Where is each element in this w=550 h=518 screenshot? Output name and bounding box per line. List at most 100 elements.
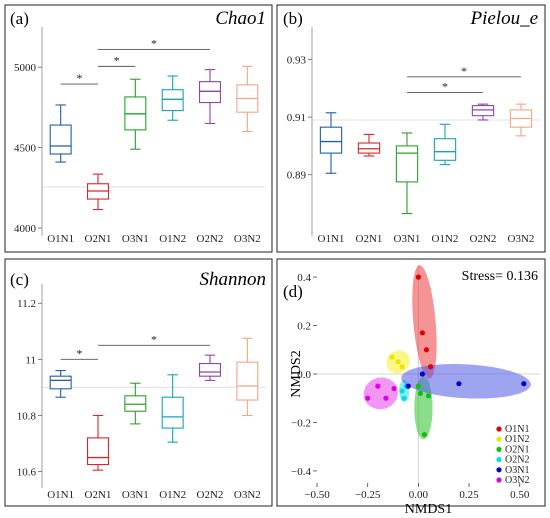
box-O3N1 <box>124 78 147 150</box>
legend-item-O1N2: O1N2 <box>496 434 529 445</box>
x-tick-label: −0.50 <box>304 489 330 501</box>
point-O1N2 <box>399 364 405 370</box>
box-O1N2 <box>161 75 184 121</box>
box-O2N2 <box>198 69 222 125</box>
box-O3N2 <box>236 337 259 417</box>
y-tick-label: 0.2 <box>297 321 311 333</box>
box-body <box>236 361 259 401</box>
box-O1N1 <box>49 370 72 398</box>
x-tick-label: O1N2 <box>432 233 459 245</box>
panel-frame <box>4 258 273 507</box>
legend-label: O1N2 <box>505 434 529 445</box>
x-tick-label: O3N1 <box>122 489 149 501</box>
box-body <box>198 363 222 377</box>
y-tick-label: 0.89 <box>287 170 307 182</box>
box-body <box>86 437 110 466</box>
box-O3N2 <box>236 65 259 133</box>
significance-marker: * <box>461 64 467 78</box>
point-O1N1 <box>419 330 426 336</box>
y-tick-label: −0.4 <box>291 466 311 478</box>
x-tick-label: 0.50 <box>510 489 530 501</box>
x-tick-label: O3N2 <box>234 489 261 501</box>
ellipse-O3N1 <box>401 363 531 399</box>
panel-frame <box>4 4 273 253</box>
box-body <box>49 124 72 155</box>
panel-label: (c) <box>10 270 29 289</box>
x-tick-label: O2N1 <box>356 233 383 245</box>
box-O2N1 <box>86 173 110 211</box>
y-tick-label: 10.8 <box>17 410 37 422</box>
x-tick-label: O1N2 <box>159 233 186 245</box>
x-tick-label: O1N2 <box>159 489 186 501</box>
panel-title: Chao1 <box>215 8 266 29</box>
point-O2N1 <box>415 383 421 389</box>
x-tick-label: O2N1 <box>85 489 112 501</box>
panel-title: Shannon <box>200 269 267 290</box>
box-body <box>471 105 495 117</box>
legend-marker <box>496 426 502 432</box>
x-tick-label: O2N1 <box>85 233 112 245</box>
point-O2N1 <box>421 431 428 438</box>
box-body <box>357 142 381 154</box>
box-body <box>433 138 457 161</box>
point-O1N1 <box>423 347 430 353</box>
point-O3N2 <box>375 383 381 389</box>
panel-label: (b) <box>283 9 303 28</box>
legend-item-O2N2: O2N2 <box>496 455 529 466</box>
x-tick-label: O1N1 <box>47 489 74 501</box>
point-O1N2 <box>389 354 395 360</box>
x-tick-label: O2N2 <box>197 233 224 245</box>
box-O3N2 <box>509 103 533 137</box>
x-tick-label: −0.25 <box>355 489 381 501</box>
x-tick-label: O1N1 <box>318 233 345 245</box>
y-tick-label: 5000 <box>14 62 37 74</box>
panel-c: (c) Shannon 10.6 10.8 11 11.2 O1N1 O2N1 O3N1 O1N2… <box>4 258 273 507</box>
box-O1N1 <box>319 112 343 174</box>
point-O2N2 <box>399 388 405 394</box>
significance-marker: * <box>76 346 82 360</box>
panel-label: (a) <box>10 9 29 28</box>
panel-label: (d) <box>283 282 303 301</box>
box-O1N2 <box>433 123 457 166</box>
panel-title: Pielou_e <box>469 8 538 29</box>
significance-marker: * <box>442 80 448 94</box>
legend-label: O3N2 <box>505 475 529 486</box>
box-O2N1 <box>86 414 110 471</box>
point-O1N1 <box>427 364 434 370</box>
y-tick-label: 0.0 <box>297 369 311 381</box>
ellipse-O1N1 <box>412 265 437 379</box>
ellipse-O3N2 <box>363 377 398 410</box>
box-O3N1 <box>395 132 419 215</box>
legend-marker <box>496 477 502 483</box>
legend-item-O3N1: O3N1 <box>496 465 529 476</box>
y-tick-label: 0.4 <box>297 272 311 284</box>
legend-label: O2N1 <box>505 444 529 455</box>
box-O2N1 <box>357 133 381 157</box>
significance-marker: * <box>151 36 157 50</box>
legend-marker <box>496 436 502 442</box>
x-tick-label: 0.25 <box>459 489 479 501</box>
significance-marker: * <box>76 71 82 85</box>
point-O2N1 <box>425 393 432 399</box>
point-O1N1 <box>415 274 421 280</box>
x-tick-label: O3N1 <box>122 233 149 245</box>
legend-label: O3N1 <box>505 465 529 476</box>
legend-marker <box>496 446 502 452</box>
box-O3N1 <box>124 382 147 425</box>
box-body <box>161 89 184 112</box>
y-tick-label: 4500 <box>14 143 37 155</box>
point-O3N1 <box>456 381 462 387</box>
stress-annotation: Stress= 0.136 <box>462 269 538 284</box>
x-tick-label: O2N2 <box>197 489 224 501</box>
box-O1N1 <box>49 104 72 163</box>
box-body <box>319 126 343 154</box>
legend-item-O3N2: O3N2 <box>496 475 529 486</box>
significance-marker: * <box>114 53 120 67</box>
box-body <box>395 145 419 183</box>
box-body <box>161 396 184 429</box>
x-tick-label: O3N1 <box>394 233 421 245</box>
y-tick-label: 0.91 <box>287 112 306 124</box>
legend-label: O1N1 <box>505 424 529 435</box>
point-O2N1 <box>417 390 423 396</box>
